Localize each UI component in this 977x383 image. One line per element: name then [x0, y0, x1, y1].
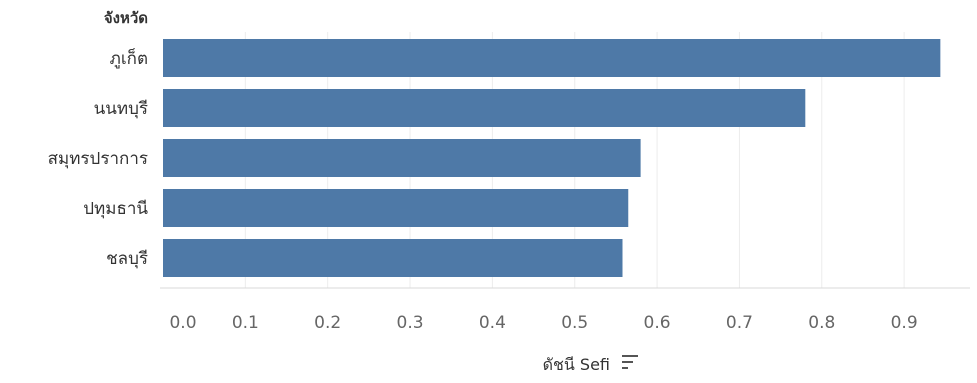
x-tick-label: 0.7 [726, 313, 753, 333]
category-label: สมุทรปราการ [48, 149, 148, 169]
x-tick-label: 0.6 [644, 313, 671, 333]
category-label: นนทบุรี [94, 99, 148, 119]
sort-descending-icon[interactable] [622, 355, 638, 369]
bar[interactable] [163, 189, 629, 227]
category-label: ปทุมธานี [83, 199, 148, 219]
x-tick-label: 0.3 [397, 313, 424, 333]
x-axis-title: ดัชนี Sefi [543, 355, 610, 374]
x-tick-label: 0.8 [808, 313, 835, 333]
x-axis-ticks: 0.0 0.1 0.2 0.3 0.4 0.5 0.6 0.7 0.8 0.9 [169, 313, 917, 333]
category-label: ชลบุรี [106, 249, 148, 269]
bars [163, 39, 941, 277]
category-label: ภูเก็ต [110, 47, 148, 69]
x-tick-label: 0.4 [479, 313, 506, 333]
bar[interactable] [163, 139, 641, 177]
x-tick-label: 0.5 [561, 313, 588, 333]
x-tick-label: 0.0 [169, 313, 196, 333]
x-tick-label: 0.9 [891, 313, 918, 333]
row-header: จังหวัด [104, 9, 148, 27]
bar[interactable] [163, 239, 623, 277]
x-tick-label: 0.2 [314, 313, 341, 333]
bar[interactable] [163, 89, 806, 127]
x-tick-label: 0.1 [232, 313, 259, 333]
bar[interactable] [163, 39, 941, 77]
